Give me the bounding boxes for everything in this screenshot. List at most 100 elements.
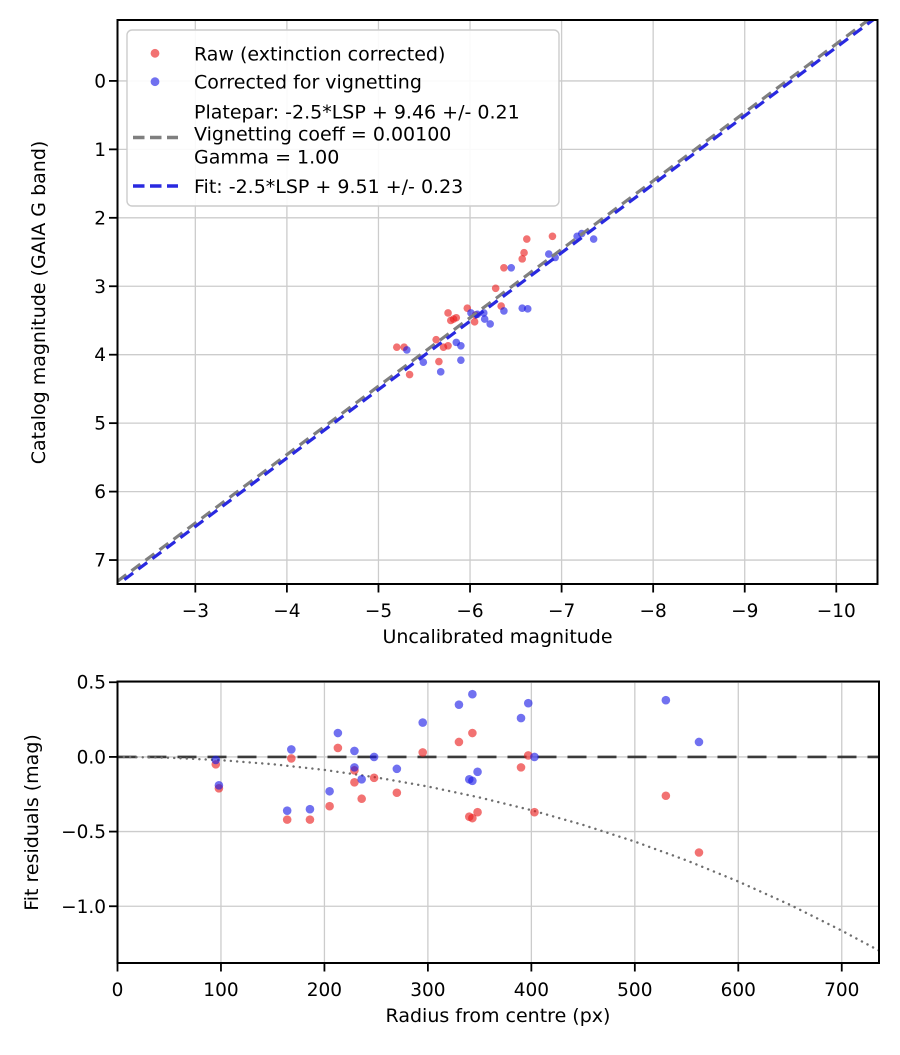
scatter-point [473,767,482,777]
scatter-point [468,689,477,699]
scatter-point [350,763,359,772]
line-series [117,20,872,583]
x-tick-label: 100 [203,980,238,1001]
scatter-point [287,754,296,763]
scatter-point [392,788,402,798]
scatter-point [418,718,428,727]
scatter-point [444,309,452,317]
y-tick-label: 0.0 [77,747,106,768]
bottom-xaxis-label: Radius from centre (px) [386,1005,611,1027]
scatter-point [325,801,334,811]
line-series [117,20,876,584]
y-tick-label: 6 [94,482,106,503]
scatter-point [589,235,598,243]
legend-entry-label: Corrected for vignetting [194,72,422,94]
scatter-point [694,737,704,747]
scatter-point [282,806,292,815]
scatter-point [518,304,527,312]
scatter-point [480,315,489,323]
scatter-point [468,776,477,786]
curve-series [117,755,879,952]
scatter-point [530,752,539,762]
scatter-point [392,343,401,351]
x-tick-label: −4 [273,601,300,622]
scatter-point [333,728,343,738]
scatter-point [516,763,526,772]
x-tick-label: −3 [182,601,209,622]
x-tick-label: 200 [307,980,342,1001]
scatter-point [491,284,500,293]
scatter-point [287,745,296,754]
scatter-point [436,368,445,376]
top-xaxis-label: Uncalibrated magnitude [382,626,612,648]
scatter-point [214,780,224,790]
y-tick-label: 2 [94,208,106,229]
legend-entry-label: Vignetting coeff = 0.00100 [194,123,451,145]
y-tick-label: −0.5 [61,822,106,843]
x-tick-label: −7 [548,601,575,622]
scatter-point [357,794,366,804]
scatter-point [357,775,366,784]
legend-entry-label: Raw (extinction corrected) [194,43,445,65]
scatter-point [530,807,539,817]
scatter-point [350,778,359,787]
top-yaxis-label: Catalog magnitude (GAIA G band) [28,141,50,465]
scatter-point [452,338,461,347]
residuals-plot: 0 100 200 300 400 500 600 700 0.5 0.0 −0.5 −1.0 [61,673,880,1001]
scatter-point [694,848,704,857]
legend: Raw (extinction corrected) Corrected for … [126,29,560,207]
bottom-yaxis-label: Fit residuals (mag) [21,734,43,911]
legend-marker-dot [150,77,160,87]
scatter-point [403,346,411,354]
legend-entry-label: Gamma = 1.00 [194,147,339,169]
scatter-point [523,235,531,243]
scatter-point [454,700,464,709]
scatter-point [305,815,315,824]
scatter-point [548,232,557,241]
x-tick-label: 400 [514,980,549,1001]
y-tick-label: 5 [94,414,106,435]
y-tick-label: 0.5 [77,673,106,694]
scatter-point [405,370,414,379]
scatter-point [333,743,343,753]
scatter-point [473,807,482,817]
plot-spines [116,680,880,964]
scatter-series [211,689,704,815]
scatter-point [470,318,479,326]
scatter-point [435,357,443,366]
x-tick-label: −5 [365,601,392,622]
scatter-point [661,695,671,705]
scatter-point [350,746,359,756]
scatter-series [211,728,704,857]
scatter-point [468,813,477,823]
scatter-point [325,786,334,796]
scatter-point [447,316,455,325]
scatter-point [518,255,527,263]
scatter-point [369,773,379,783]
scatter-point [444,342,452,350]
scatter-point [523,698,533,708]
legend-entry-label: Platepar: -2.5*LSP + 9.46 +/- 0.21 [194,102,520,124]
legend-box [126,29,560,207]
scatter-point [282,815,292,824]
x-tick-label: −9 [731,601,758,622]
scatter-point [211,755,221,765]
series-layer [117,20,876,584]
x-tick-label: 600 [721,980,756,1001]
scatter-point [661,791,671,801]
y-tick-label: 4 [94,345,106,366]
legend-marker-dot [150,48,160,58]
series-layer [117,689,879,952]
y-tick-label: 3 [94,277,106,298]
scatter-point [507,263,516,272]
scatter-point [392,764,402,774]
x-tick-label: 0 [112,980,124,1001]
y-tick-label: −1.0 [61,897,106,918]
legend-entry-label: Fit: -2.5*LSP + 9.51 +/- 0.23 [194,176,463,198]
scatter-point [520,248,528,257]
x-tick-label: −8 [640,601,667,622]
y-tick-label: 1 [94,140,106,161]
scatter-point [486,320,494,328]
